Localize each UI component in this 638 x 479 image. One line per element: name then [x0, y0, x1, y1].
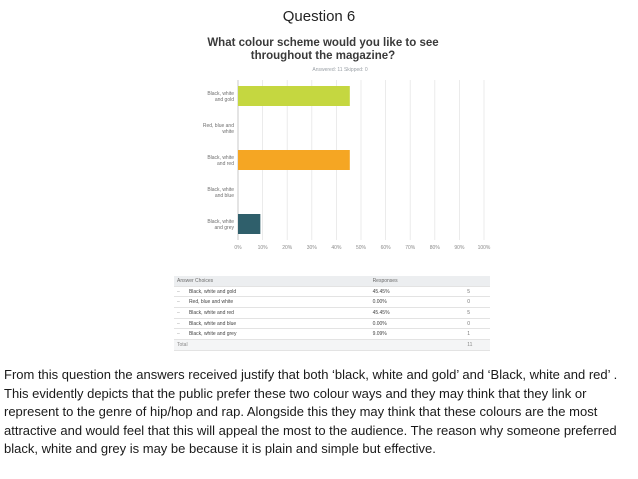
survey-question: What colour scheme would you like to see…	[207, 37, 439, 62]
category-label: Red, blue and	[203, 123, 234, 129]
total-value: 11	[464, 339, 490, 351]
total-spacer	[369, 339, 465, 351]
response-count: 0	[464, 296, 490, 309]
x-tick-label: 30%	[307, 245, 318, 251]
table-total-row: Total 11	[174, 339, 490, 351]
x-tick-label: 60%	[381, 245, 392, 251]
category-label: and blue	[215, 193, 234, 199]
response-count: 1	[464, 328, 490, 341]
table-row: – Black, white and blue 0.00% 0	[174, 318, 490, 330]
bar-chart: 0% 10% 20% 30% 40% 50% 60% 70% 80% 90% 100% Black, …	[203, 80, 491, 251]
response-percent: 45.45%	[369, 307, 465, 319]
bar	[238, 86, 350, 106]
analysis-paragraph: From this question the answers received …	[4, 367, 618, 456]
x-tick-label: 90%	[454, 245, 465, 251]
response-percent: 0.00%	[369, 296, 465, 309]
table-header-row: Answer Choices Responses	[174, 276, 490, 287]
x-tick-label: 40%	[331, 245, 342, 251]
x-tick-label: 20%	[282, 245, 293, 251]
category-label: and red	[217, 161, 234, 167]
expand-icon[interactable]: –	[174, 307, 186, 319]
category-label: and grey	[215, 225, 235, 231]
answer-choice: Black, white and grey	[185, 328, 370, 341]
response-count: 5	[464, 307, 490, 319]
category-label: Black, white	[207, 155, 234, 161]
response-percent: 0.00%	[369, 318, 465, 330]
x-tick-label: 50%	[356, 245, 367, 251]
answer-choice: Black, white and gold	[185, 286, 370, 298]
expand-icon[interactable]: –	[174, 296, 186, 309]
answer-choices-header: Answer Choices	[174, 276, 370, 287]
survey-meta: Answered: 11 Skipped: 0	[312, 67, 368, 73]
response-count: 0	[464, 318, 490, 330]
answer-choice: Black, white and blue	[185, 318, 370, 330]
category-label: and gold	[215, 97, 234, 103]
expand-icon[interactable]: –	[174, 286, 186, 298]
category-label: Black, white	[207, 187, 234, 193]
category-label: Black, white	[207, 91, 234, 97]
response-percent: 9.09%	[369, 328, 465, 341]
bar	[238, 214, 261, 234]
slide-title: Question 6	[282, 8, 356, 25]
x-tick-label: 80%	[430, 245, 441, 251]
answer-choice: Black, white and red	[185, 307, 370, 319]
expand-icon[interactable]: –	[174, 318, 186, 330]
expand-icon[interactable]: –	[174, 328, 186, 341]
table-row: – Black, white and red 45.45% 5	[174, 307, 490, 319]
x-tick-label: 10%	[258, 245, 269, 251]
bar	[238, 150, 350, 170]
responses-header: Responses	[369, 276, 490, 287]
x-tick-label: 70%	[405, 245, 416, 251]
table-row: – Red, blue and white 0.00% 0	[174, 296, 490, 309]
response-percent: 45.45%	[369, 286, 465, 298]
x-tick-label: 100%	[478, 245, 491, 251]
response-count: 5	[464, 286, 490, 298]
answer-choice: Red, blue and white	[185, 296, 370, 309]
table-row: – Black, white and grey 9.09% 1	[174, 328, 490, 341]
category-label: Black, white	[207, 219, 234, 225]
responses-table: Answer Choices Responses – Black, white …	[174, 276, 490, 351]
table-row: – Black, white and gold 45.45% 5	[174, 286, 490, 298]
x-tick-label: 0%	[234, 245, 242, 251]
total-label: Total	[174, 339, 370, 351]
category-label: white	[222, 129, 234, 135]
